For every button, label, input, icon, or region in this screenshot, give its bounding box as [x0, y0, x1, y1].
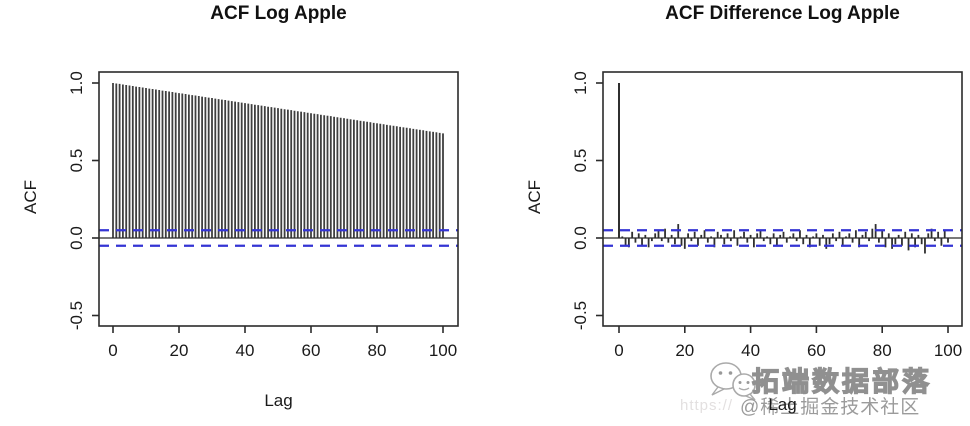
svg-text:20: 20 [675, 341, 694, 360]
acf-difference-log-apple-plot: 0 20 40 60 80 100 1.0 0.5 0.0 -0.5 [571, 71, 963, 360]
svg-text:0.5: 0.5 [67, 149, 86, 173]
watermark-community-text: @稀土掘金技术社区 [740, 397, 921, 418]
left-x-axis-label: Lag [264, 391, 293, 410]
right-chart-title: ACF Difference Log Apple [665, 3, 900, 24]
svg-text:80: 80 [873, 341, 892, 360]
svg-text:40: 40 [741, 341, 760, 360]
svg-text:1.0: 1.0 [67, 71, 86, 95]
watermark-url: https:// [680, 397, 734, 414]
svg-text:60: 60 [807, 341, 826, 360]
svg-text:1.0: 1.0 [571, 71, 590, 95]
right-x-axis-label: Lag [768, 395, 797, 414]
svg-text:100: 100 [429, 341, 457, 360]
wechat-icon [710, 362, 756, 401]
svg-text:-0.5: -0.5 [67, 301, 86, 330]
svg-text:-0.5: -0.5 [571, 301, 590, 330]
left-y-axis-label: ACF [21, 180, 40, 214]
svg-text:60: 60 [302, 341, 321, 360]
svg-text:100: 100 [934, 341, 962, 360]
acf-log-apple-plot: 0 20 40 60 80 100 1.0 0.5 0.0 -0.5 [67, 71, 459, 360]
svg-text:0.0: 0.0 [67, 226, 86, 250]
svg-text:0.0: 0.0 [571, 226, 590, 250]
svg-text:0: 0 [108, 341, 117, 360]
left-chart-title: ACF Log Apple [210, 3, 347, 24]
svg-text:20: 20 [170, 341, 189, 360]
right-y-axis-label: ACF [525, 180, 544, 214]
svg-text:80: 80 [368, 341, 387, 360]
svg-text:0: 0 [614, 341, 623, 360]
svg-text:0.5: 0.5 [571, 149, 590, 173]
watermark-brand-text: 拓端数据部落 [751, 366, 932, 397]
svg-text:40: 40 [236, 341, 255, 360]
